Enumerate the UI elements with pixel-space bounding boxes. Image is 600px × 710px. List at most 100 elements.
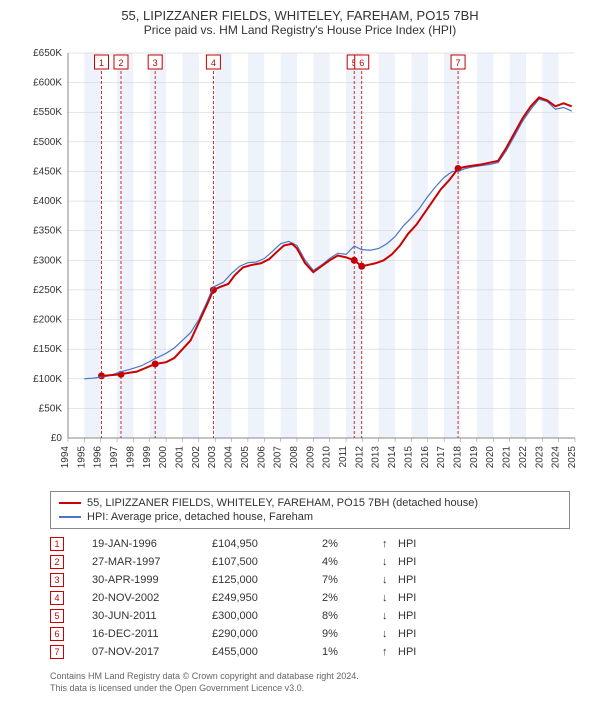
svg-text:2014: 2014: [387, 446, 398, 469]
footer-line1: Contains HM Land Registry data © Crown c…: [50, 671, 570, 683]
legend-item: HPI: Average price, detached house, Fare…: [59, 510, 561, 524]
svg-text:2010: 2010: [322, 446, 333, 469]
svg-text:£550K: £550K: [33, 107, 62, 118]
legend-item: 55, LIPIZZANER FIELDS, WHITELEY, FAREHAM…: [59, 496, 561, 510]
arrow-icon: ↓: [382, 592, 398, 604]
svg-text:2009: 2009: [305, 446, 316, 469]
svg-text:2020: 2020: [485, 446, 496, 469]
svg-text:2025: 2025: [567, 446, 578, 469]
svg-text:2002: 2002: [191, 446, 202, 469]
svg-text:2018: 2018: [453, 446, 464, 469]
svg-text:2000: 2000: [158, 446, 169, 469]
svg-text:£500K: £500K: [33, 137, 62, 148]
transaction-table: 119-JAN-1996£104,9502%↑HPI227-MAR-1997£1…: [50, 535, 570, 661]
svg-text:2011: 2011: [338, 446, 349, 468]
svg-text:£0: £0: [51, 433, 63, 444]
tx-date: 19-JAN-1996: [92, 538, 212, 550]
svg-text:2015: 2015: [403, 446, 414, 469]
svg-text:£450K: £450K: [33, 166, 62, 177]
svg-text:2005: 2005: [240, 446, 251, 469]
tx-price: £300,000: [212, 610, 322, 622]
arrow-icon: ↑: [382, 646, 398, 658]
svg-text:1996: 1996: [93, 446, 104, 469]
tx-marker: 1: [50, 537, 64, 551]
tx-date: 30-APR-1999: [92, 574, 212, 586]
arrow-icon: ↓: [382, 574, 398, 586]
tx-hpi-label: HPI: [398, 610, 438, 622]
svg-text:£50K: £50K: [39, 403, 63, 414]
tx-hpi-label: HPI: [398, 574, 438, 586]
tx-diff: 1%: [322, 646, 382, 658]
svg-text:4: 4: [211, 58, 216, 68]
svg-text:2019: 2019: [469, 446, 480, 469]
tx-marker: 5: [50, 609, 64, 623]
tx-hpi-label: HPI: [398, 628, 438, 640]
table-row: 119-JAN-1996£104,9502%↑HPI: [50, 535, 570, 553]
svg-text:£350K: £350K: [33, 226, 62, 237]
arrow-icon: ↓: [382, 628, 398, 640]
arrow-icon: ↓: [382, 556, 398, 568]
svg-text:2004: 2004: [224, 446, 235, 469]
chart-subtitle: Price paid vs. HM Land Registry's House …: [0, 23, 600, 43]
svg-text:2006: 2006: [256, 446, 267, 469]
line-chart: £0£50K£100K£150K£200K£250K£300K£350K£400…: [20, 43, 580, 483]
footer-line2: This data is licensed under the Open Gov…: [50, 683, 570, 695]
tx-price: £107,500: [212, 556, 322, 568]
svg-text:1: 1: [99, 58, 104, 68]
svg-text:£650K: £650K: [33, 48, 62, 59]
tx-marker: 6: [50, 627, 64, 641]
table-row: 4 20-NOV-2002£249,9502%↓HPI: [50, 589, 570, 607]
svg-text:£600K: £600K: [33, 78, 62, 89]
tx-hpi-label: HPI: [398, 556, 438, 568]
svg-text:1998: 1998: [125, 446, 136, 469]
svg-text:2003: 2003: [207, 446, 218, 469]
table-row: 3 30-APR-1999£125,0007%↓HPI: [50, 571, 570, 589]
tx-diff: 7%: [322, 574, 382, 586]
svg-text:6: 6: [359, 58, 364, 68]
legend-label: 55, LIPIZZANER FIELDS, WHITELEY, FAREHAM…: [87, 497, 478, 509]
arrow-icon: ↑: [382, 538, 398, 550]
svg-text:£400K: £400K: [33, 196, 62, 207]
tx-diff: 2%: [322, 592, 382, 604]
chart-area: £0£50K£100K£150K£200K£250K£300K£350K£400…: [20, 43, 580, 483]
svg-text:1997: 1997: [109, 446, 120, 469]
tx-marker: 2: [50, 555, 64, 569]
table-row: 5 30-JUN-2011£300,0008%↓HPI: [50, 607, 570, 625]
svg-text:2021: 2021: [502, 446, 513, 469]
svg-text:£200K: £200K: [33, 315, 62, 326]
chart-title: 55, LIPIZZANER FIELDS, WHITELEY, FAREHAM…: [0, 0, 600, 23]
svg-text:2022: 2022: [518, 446, 529, 469]
tx-date: 20-NOV-2002: [92, 592, 212, 604]
tx-price: £125,000: [212, 574, 322, 586]
svg-text:2024: 2024: [551, 446, 562, 469]
tx-diff: 4%: [322, 556, 382, 568]
svg-text:2016: 2016: [420, 446, 431, 469]
tx-hpi-label: HPI: [398, 592, 438, 604]
svg-text:2017: 2017: [436, 446, 447, 469]
svg-text:2008: 2008: [289, 446, 300, 469]
tx-marker: 3: [50, 573, 64, 587]
tx-price: £104,950: [212, 538, 322, 550]
table-row: 227-MAR-1997£107,5004%↓HPI: [50, 553, 570, 571]
svg-text:£300K: £300K: [33, 255, 62, 266]
tx-date: 07-NOV-2017: [92, 646, 212, 658]
tx-marker: 4: [50, 591, 64, 605]
svg-text:2023: 2023: [534, 446, 545, 469]
legend-swatch: [59, 502, 81, 504]
svg-text:1995: 1995: [76, 446, 87, 469]
table-row: 707-NOV-2017£455,0001%↑HPI: [50, 643, 570, 661]
tx-price: £249,950: [212, 592, 322, 604]
svg-text:£250K: £250K: [33, 285, 62, 296]
svg-text:2: 2: [118, 58, 123, 68]
tx-diff: 8%: [322, 610, 382, 622]
legend-label: HPI: Average price, detached house, Fare…: [87, 511, 313, 523]
tx-diff: 2%: [322, 538, 382, 550]
svg-text:£150K: £150K: [33, 344, 62, 355]
legend-swatch: [59, 516, 81, 518]
svg-text:2012: 2012: [354, 446, 365, 469]
svg-text:2001: 2001: [174, 446, 185, 469]
legend: 55, LIPIZZANER FIELDS, WHITELEY, FAREHAM…: [50, 491, 570, 529]
tx-date: 30-JUN-2011: [92, 610, 212, 622]
arrow-icon: ↓: [382, 610, 398, 622]
tx-diff: 9%: [322, 628, 382, 640]
